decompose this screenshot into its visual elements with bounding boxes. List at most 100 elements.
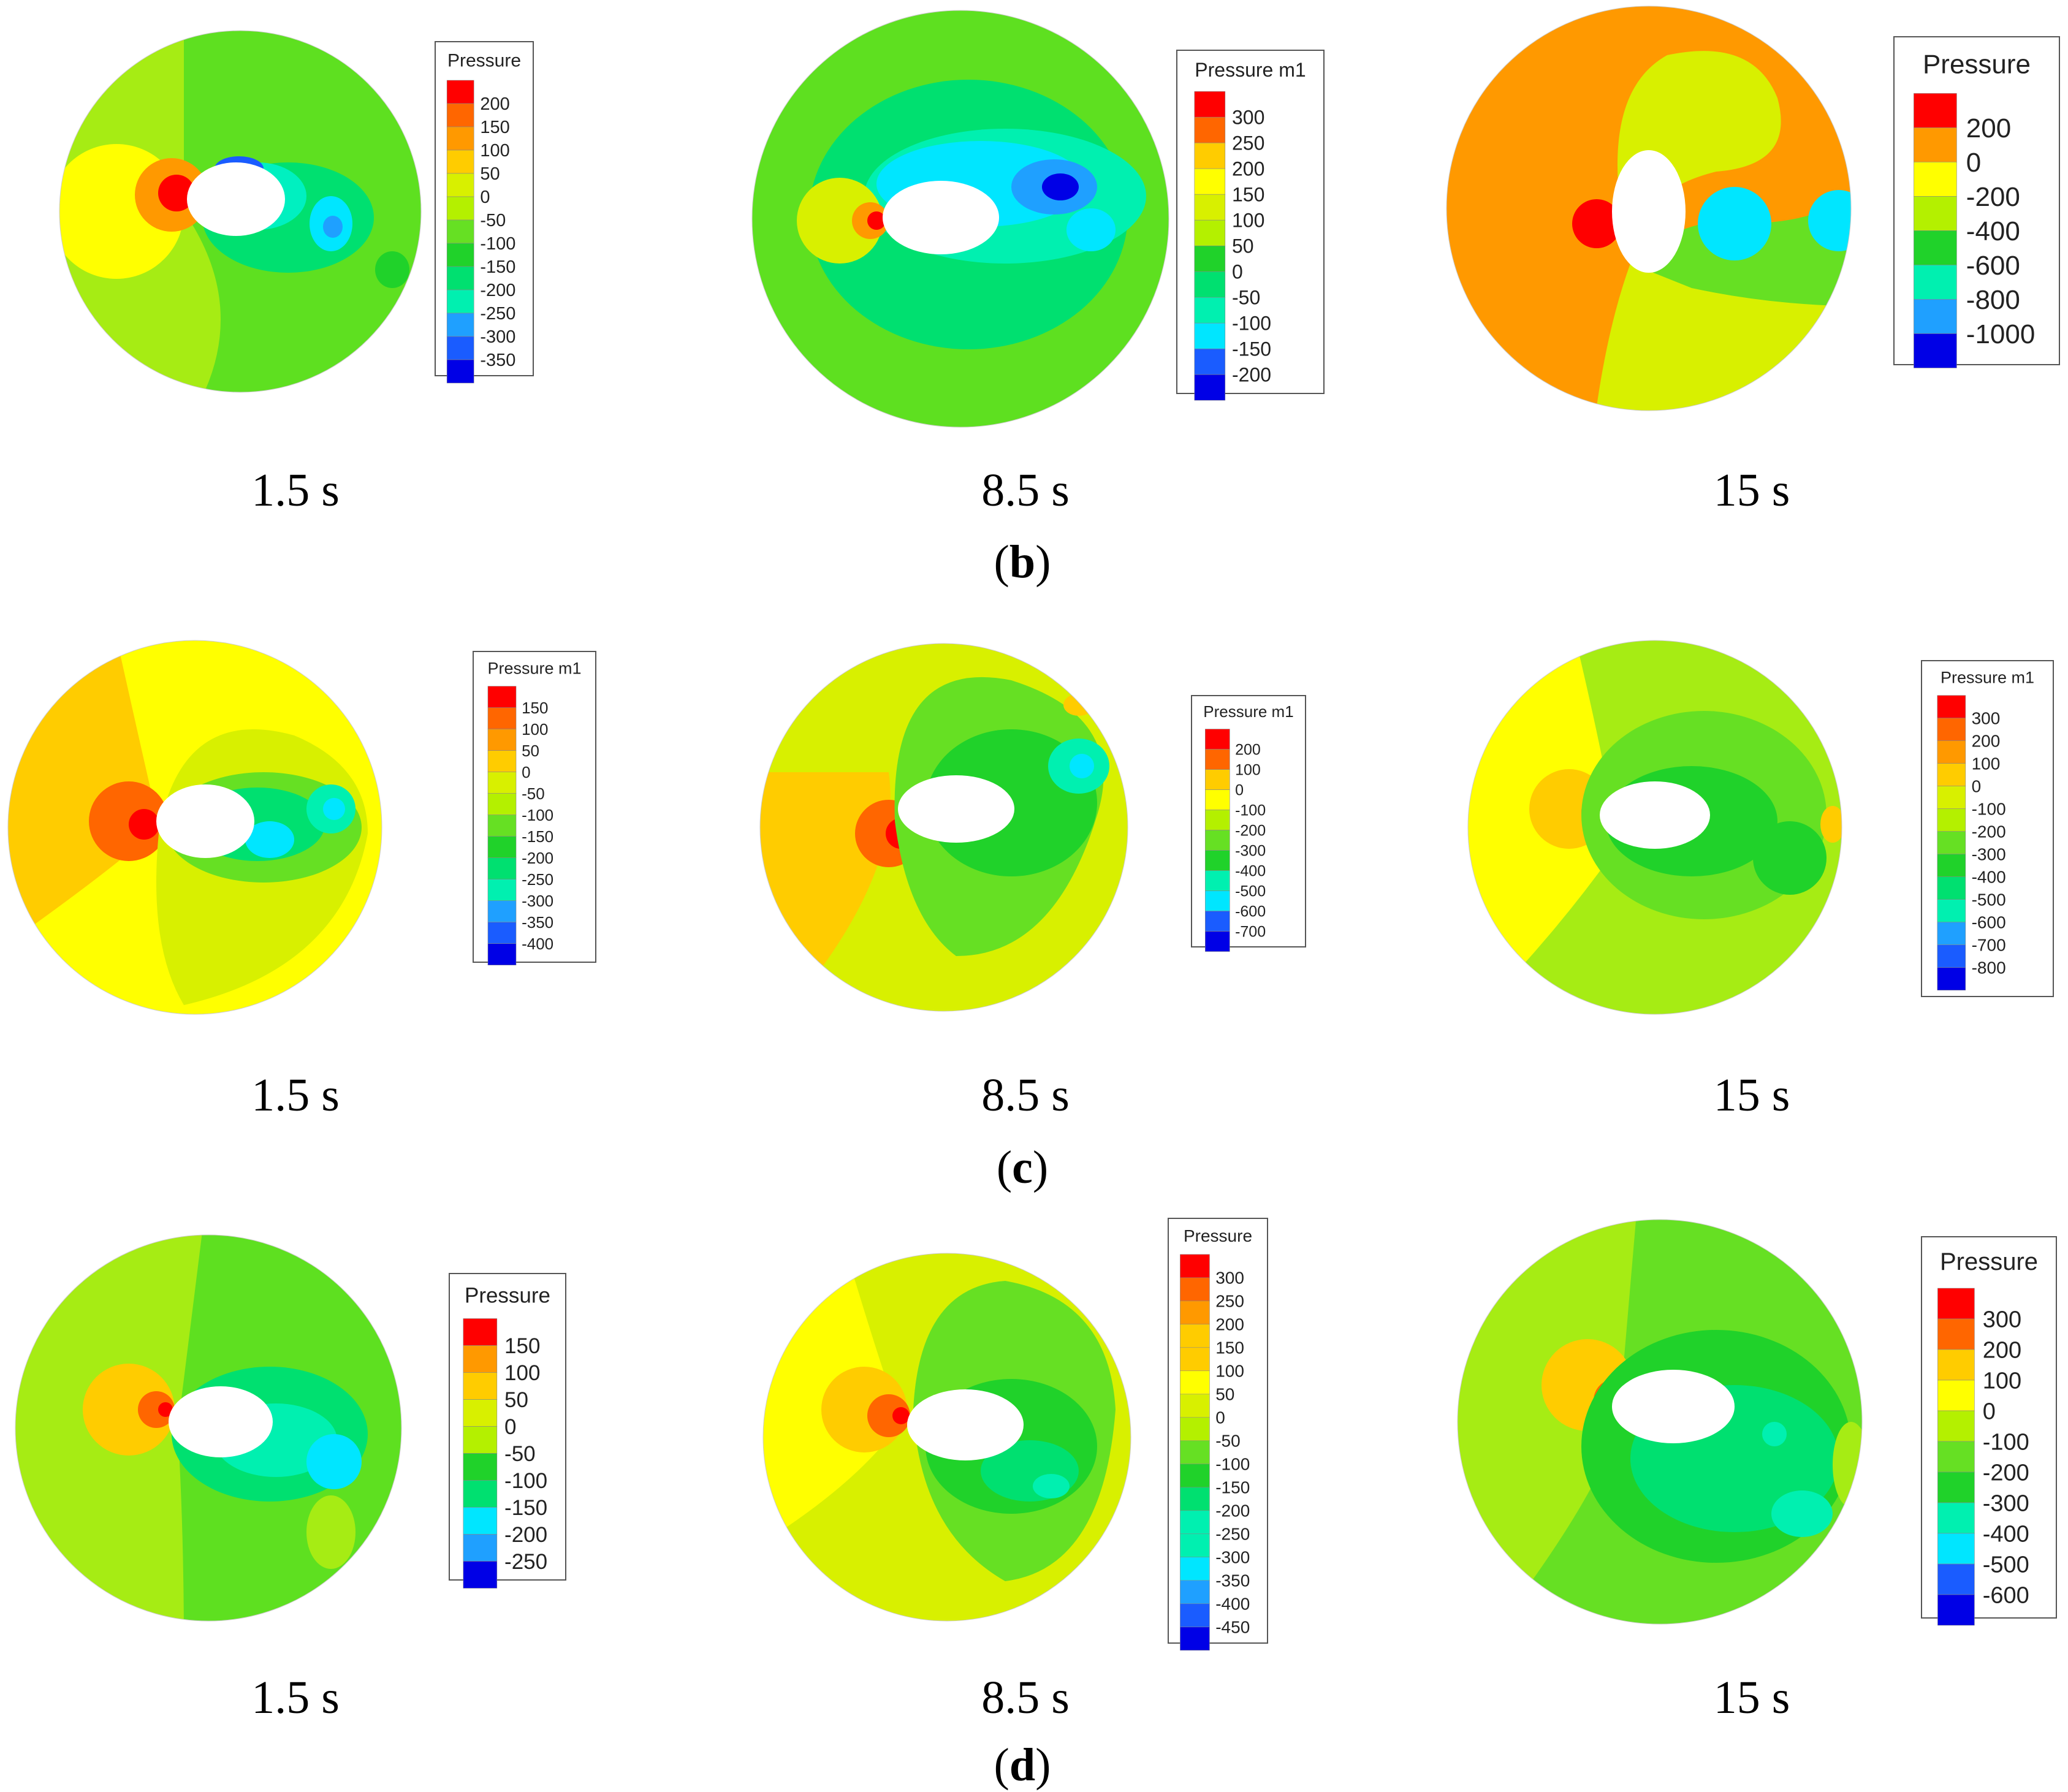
body-c-3 (1600, 781, 1710, 849)
legend-tick-label: 100 (1215, 1362, 1244, 1381)
legend-tick-label: 200 (480, 94, 509, 114)
legend-tick-label: 150 (504, 1334, 540, 1358)
legend-swatch (463, 1561, 498, 1589)
legend-tick-label: 50 (480, 164, 500, 184)
contour-plot-c-1 (8, 640, 382, 1014)
row-label-b-letter: b (1009, 536, 1035, 588)
legend-swatch (1180, 1440, 1210, 1465)
legend-swatch (1205, 830, 1230, 851)
legend-tick-label: 0 (504, 1415, 516, 1439)
legend-tick-label: -200 (504, 1523, 547, 1547)
legend-tick-label: -300 (1235, 842, 1266, 859)
legend-swatch (1180, 1324, 1210, 1348)
legend-title: Pressure m1 (1941, 668, 2034, 686)
legend-swatch (1914, 265, 1957, 300)
body-d-1 (169, 1386, 273, 1457)
legend-swatch (446, 173, 474, 197)
legend-swatch (1180, 1254, 1210, 1278)
row-label-c: (c) (997, 1142, 1048, 1193)
legend-tick-label: 150 (522, 699, 548, 717)
legend-tick-label: -350 (480, 351, 515, 370)
legend-swatch (487, 729, 517, 751)
legend-swatch (1205, 789, 1230, 810)
legend-swatch (1937, 1502, 1975, 1534)
body-c-1 (156, 784, 254, 858)
legend-tick-label: -150 (480, 257, 515, 277)
legend-swatch (1937, 1594, 1975, 1626)
legend-swatch (1937, 876, 1966, 900)
legend-swatch (1937, 1563, 1975, 1595)
legend-swatch (1194, 271, 1226, 298)
legend-swatch (1914, 333, 1957, 368)
legend-swatch (1205, 729, 1230, 750)
time-label-c-2: 8.5 s (981, 1069, 1070, 1121)
legend-swatch (487, 793, 517, 815)
row-label-d-open: ( (994, 1739, 1009, 1791)
legend-tick-label: 100 (1972, 754, 2001, 773)
legend-tick-label: -800 (1966, 285, 2020, 315)
legend-swatch (1937, 1349, 1975, 1381)
legend-tick-label: -100 (1232, 312, 1271, 334)
legend-swatch (1180, 1464, 1210, 1488)
legend-tick-label: 150 (1215, 1338, 1244, 1357)
legend-tick-label: -200 (480, 281, 515, 300)
legend-tick-label: 300 (1215, 1269, 1244, 1288)
time-label-d-3: 15 s (1714, 1672, 1790, 1723)
legend-c-2: Pressure m1 200 100 0 -100 -200 -300 -400 -500 -6… (1191, 695, 1306, 952)
legend-tick-label: 0 (1235, 781, 1244, 799)
legend-tick-label: 0 (1972, 777, 1982, 796)
body-d-2 (907, 1389, 1024, 1460)
legend-d-2: Pressure 300 250 200 150 100 50 0 -50 -100 -150 -20… (1168, 1218, 1268, 1651)
legend-swatch (1194, 219, 1226, 246)
legend-swatch (1937, 944, 1966, 968)
legend-title: Pressure (1923, 49, 2031, 79)
row-label-c-letter: c (1012, 1142, 1033, 1193)
legend-tick-label: 300 (1983, 1307, 2021, 1332)
legend-swatch (1914, 230, 1957, 265)
legend-swatch (1194, 297, 1226, 324)
legend-tick-label: -200 (522, 849, 553, 867)
legend-title: Pressure m1 (1195, 59, 1306, 81)
legend-swatch (1205, 749, 1230, 770)
legend-tick-label: 0 (1215, 1408, 1225, 1427)
time-label-c-3: 15 s (1714, 1069, 1790, 1121)
row-c (7, 640, 1842, 1015)
legend-tick-label: 150 (480, 118, 509, 137)
row-b (59, 6, 1852, 428)
row-label-b-close: ) (1035, 536, 1051, 588)
legend-swatch (487, 922, 517, 944)
legend-tick-label: 300 (1232, 106, 1264, 128)
legend-swatch (1914, 93, 1957, 128)
legend-tick-label: -200 (1972, 822, 2006, 841)
time-label-b-1: 1.5 s (251, 465, 340, 516)
legend-swatch (1205, 911, 1230, 932)
legend-swatch (487, 836, 517, 858)
legend-tick-label: -100 (480, 234, 515, 254)
legend-swatch (487, 857, 517, 879)
legend-swatch (1194, 116, 1226, 143)
legend-swatch (1180, 1347, 1210, 1372)
legend-tick-label: -50 (1232, 286, 1260, 308)
legend-tick-label: -500 (1983, 1552, 2029, 1577)
legend-tick-label: 200 (1215, 1315, 1244, 1334)
legend-swatch (1194, 348, 1226, 375)
contour-plot-c-3 (1468, 640, 1842, 1014)
legend-b-3: Pressure 200 0 -200 -400 -600 -800 -1000 (1893, 36, 2060, 368)
legend-tick-label: -450 (1215, 1618, 1250, 1637)
legend-tick-label: 200 (1232, 158, 1264, 180)
legend-tick-label: -300 (1972, 845, 2006, 864)
legend-swatch (463, 1480, 498, 1508)
legend-b-1: Pressure 200 150 100 50 0 -50 -100 -150 -200 -250 -… (435, 41, 534, 384)
legend-tick-label: 50 (522, 742, 539, 760)
legend-swatch (1180, 1510, 1210, 1535)
legend-title: Pressure (1940, 1248, 2038, 1275)
legend-swatch (463, 1372, 498, 1400)
legend-swatch (487, 879, 517, 901)
legend-swatch (446, 103, 474, 127)
domain-edge-b-3 (1446, 6, 1852, 411)
legend-tick-label: -600 (1235, 903, 1266, 920)
legend-tick-label: -100 (1983, 1429, 2029, 1455)
legend-title: Pressure (465, 1283, 550, 1307)
row-d (15, 1219, 1863, 1625)
